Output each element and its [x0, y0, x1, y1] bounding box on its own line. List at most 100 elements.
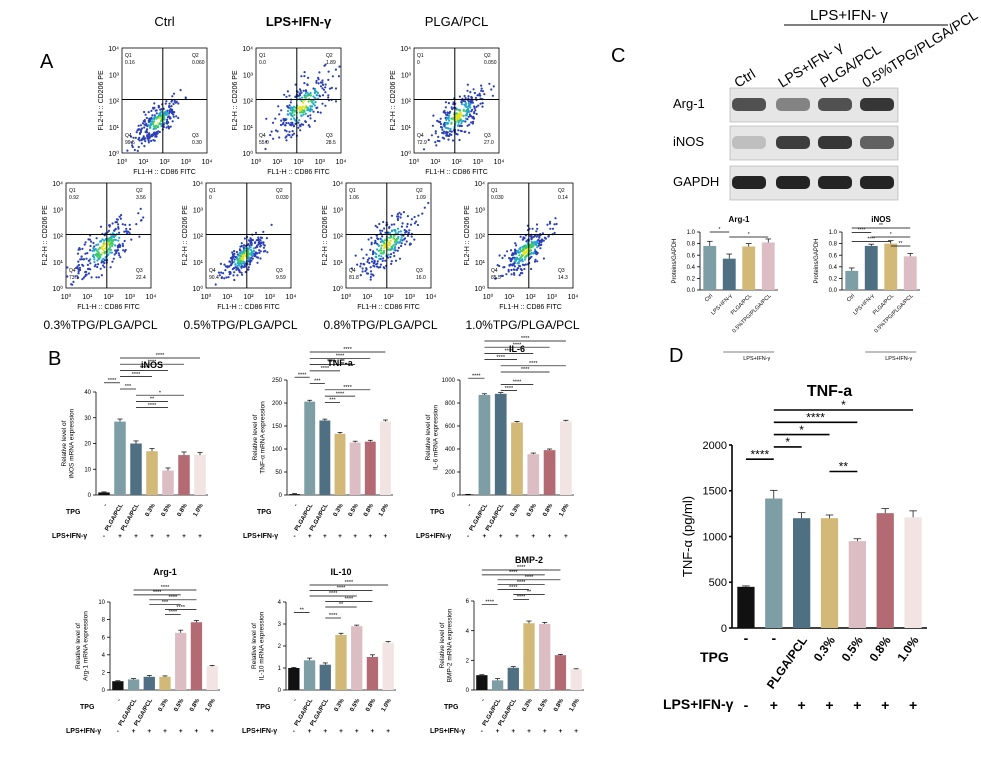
- flow-event-dot: [95, 253, 99, 256]
- flow-event-dot: [388, 244, 391, 247]
- y-tick-label: 10⁴: [474, 181, 485, 188]
- flow-event-dot: [141, 137, 144, 140]
- flow-event-dot: [123, 239, 126, 243]
- flow-event-dot: [260, 236, 263, 239]
- flow-event-dot: [247, 268, 250, 271]
- flow-event-dot: [264, 147, 267, 151]
- significance-label: ****: [169, 610, 178, 616]
- flow-event-dot: [436, 119, 439, 122]
- quadrant-percent: 28.5: [326, 140, 336, 146]
- flow-event-dot: [450, 106, 453, 109]
- bar: [304, 401, 316, 495]
- y-tick-label: 400: [445, 447, 456, 453]
- bar: [903, 256, 917, 290]
- flow-event-dot: [324, 63, 327, 66]
- flow-event-dot: [467, 104, 470, 107]
- flow-event-dot: [468, 123, 471, 126]
- category-label: 0.5%: [526, 502, 538, 517]
- lps-mark: +: [527, 728, 531, 735]
- quadrant-name: Q3: [558, 268, 565, 274]
- row-label-lps: LPS+IFN-γ: [52, 533, 87, 540]
- category-label: Ctrl: [704, 293, 714, 303]
- flow-event-dot: [143, 120, 146, 123]
- flow-event-dot: [312, 110, 315, 113]
- flow-event-dot: [394, 259, 398, 262]
- flow-event-dot: [130, 238, 133, 241]
- y-tick-label: 1.0: [687, 230, 696, 236]
- y-tick-label: 10⁰: [192, 285, 203, 293]
- flow-event-dot: [457, 113, 460, 117]
- y-tick-label: 1000: [703, 531, 727, 543]
- flow-event-dot: [445, 130, 448, 134]
- flow-event-dot: [321, 83, 325, 86]
- flow-event-dot: [379, 252, 382, 255]
- bar: [349, 442, 361, 495]
- row-label-tpg: TPG: [257, 509, 272, 516]
- y-tick-label: 10¹: [109, 125, 120, 132]
- flow-event-dot: [143, 119, 146, 122]
- flow-event-dot: [270, 223, 273, 226]
- flow-event-dot: [95, 243, 98, 247]
- flow-event-dot: [314, 89, 317, 92]
- flow-event-dot: [102, 243, 105, 246]
- flow-event-dot: [307, 108, 310, 111]
- flow-event-dot: [299, 106, 302, 109]
- quadrant-name: Q1: [209, 188, 216, 194]
- significance-label: **: [150, 397, 155, 403]
- flow-event-dot: [459, 119, 462, 122]
- flow-event-dot: [449, 130, 452, 133]
- flow-event-dot: [66, 266, 69, 269]
- flow-event-dot: [298, 119, 301, 122]
- flow-event-dot: [228, 273, 231, 276]
- category-label: 0.5%: [839, 633, 866, 664]
- flow-event-dot: [383, 246, 386, 250]
- flow-event-dot: [452, 101, 455, 104]
- chart-c-inos: iNOS0.00.20.40.60.81.0Proteins/GAPDH****…: [814, 215, 920, 362]
- flow-event-dot: [259, 244, 262, 247]
- flow-event-dot: [518, 254, 521, 257]
- flow-event-dot: [84, 273, 87, 276]
- flow-event-dot: [517, 249, 520, 252]
- flow-event-dot: [236, 265, 239, 268]
- category-label: 0.3%: [522, 697, 534, 712]
- flow-event-dot: [123, 230, 126, 233]
- flow-event-dot: [463, 130, 466, 133]
- flow-event-dot: [553, 231, 556, 235]
- flow-event-dot: [83, 243, 86, 246]
- flow-event-dot: [250, 242, 253, 245]
- flow-event-dot: [168, 110, 171, 113]
- quadrant-name: Q3: [326, 133, 333, 139]
- flow-event-dot: [464, 110, 467, 113]
- significance-label: ****: [169, 595, 178, 601]
- flow-event-dot: [439, 125, 443, 129]
- flow-event-dot: [293, 118, 296, 121]
- flow-event-dot: [523, 251, 526, 254]
- flow-event-dot: [300, 75, 303, 78]
- flow-event-dot: [443, 125, 446, 128]
- flow-event-dot: [249, 246, 252, 249]
- flow-event-dot: [302, 105, 305, 108]
- quadrant-name: Q1: [491, 188, 498, 194]
- y-tick-label: 10⁰: [400, 150, 411, 158]
- flow-event-dot: [115, 221, 119, 224]
- flow-event-dot: [456, 124, 459, 127]
- flow-event-dot: [393, 248, 396, 251]
- y-tick-label: 100: [272, 447, 283, 453]
- flow-event-dot: [480, 84, 483, 87]
- x-tick-label: 10⁰: [341, 293, 352, 301]
- y-tick-label: 0: [279, 493, 283, 499]
- chart-title: iNOS: [141, 360, 163, 370]
- flow-event-dot: [241, 273, 244, 276]
- bar: [114, 421, 126, 495]
- flow-event-dot: [289, 101, 292, 104]
- category-label: -: [467, 503, 473, 508]
- flow-event-dot: [521, 258, 524, 261]
- flow-event-dot: [243, 251, 246, 255]
- flow-event-dot: [400, 239, 403, 242]
- flow-event-dot: [249, 240, 252, 243]
- lps-mark: +: [770, 697, 778, 713]
- flow-event-dot: [114, 238, 117, 241]
- flow-event-dot: [465, 105, 468, 109]
- flow-event-dot: [383, 239, 386, 242]
